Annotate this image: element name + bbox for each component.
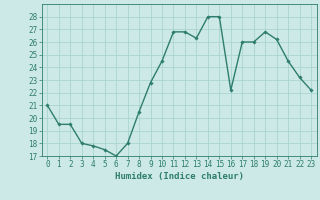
X-axis label: Humidex (Indice chaleur): Humidex (Indice chaleur): [115, 172, 244, 181]
